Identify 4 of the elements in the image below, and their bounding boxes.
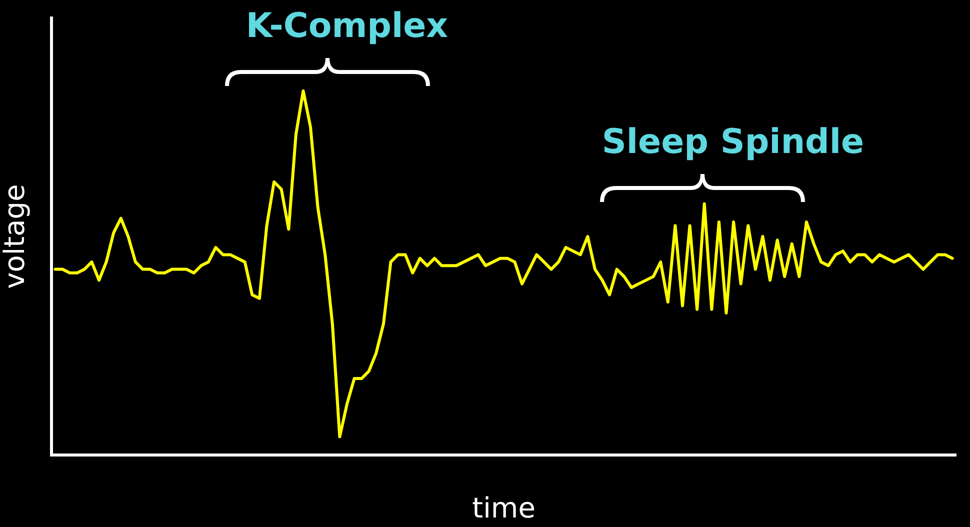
x-axis-title: time (472, 491, 536, 524)
text: K-Complex (244, 6, 450, 46)
annotation: Sleep Spindle (600, 122, 866, 162)
y-axis-title: voltage (0, 184, 32, 289)
